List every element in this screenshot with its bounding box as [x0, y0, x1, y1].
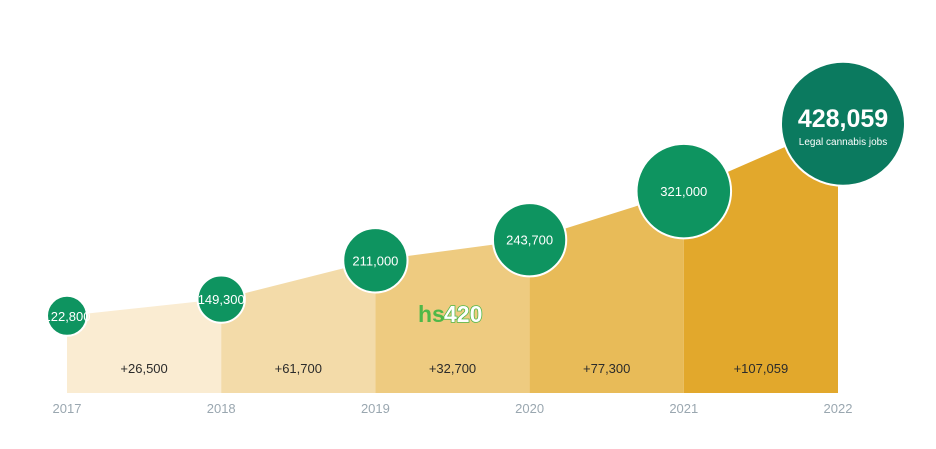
year-label: 2021 [669, 401, 698, 416]
logo-prefix: hs [418, 301, 445, 327]
area-segment [67, 299, 222, 393]
area-segment [221, 260, 376, 393]
bubbles: 122,800 149,300 211,000 243,700 321,000 428,0… [44, 60, 906, 337]
value-bubble [196, 274, 246, 324]
area-segment [529, 191, 684, 393]
year-label: 2017 [53, 401, 82, 416]
year-label: 2018 [207, 401, 236, 416]
value-label: 149,300 [198, 292, 245, 307]
year-label: 2020 [515, 401, 544, 416]
value-bubble [342, 227, 409, 294]
value-label: 321,000 [660, 184, 707, 199]
value-bubble [46, 294, 88, 337]
increment-label: +107,059 [734, 361, 789, 376]
highlight-value-label: 428,059 [798, 105, 888, 133]
value-label: 243,700 [506, 233, 553, 248]
x-axis-labels: 2017 2018 2019 2020 2021 2022 [53, 401, 853, 416]
highlight-bubble [780, 60, 906, 187]
value-label: 211,000 [352, 253, 398, 268]
year-label: 2019 [361, 401, 390, 416]
area-segment [375, 239, 530, 393]
hs420-logo: hs 420 [418, 300, 483, 328]
value-bubble [635, 142, 733, 240]
increment-label: +77,300 [583, 361, 630, 376]
logo-suffix: 420 [444, 301, 482, 327]
increment-label: +26,500 [120, 361, 167, 376]
value-bubble [491, 202, 568, 278]
highlight-caption: Legal cannabis jobs [799, 137, 887, 148]
increment-label: +32,700 [429, 361, 476, 376]
increment-label: +61,700 [275, 361, 322, 376]
value-label: 122,800 [44, 309, 91, 324]
year-label: 2022 [824, 401, 853, 416]
